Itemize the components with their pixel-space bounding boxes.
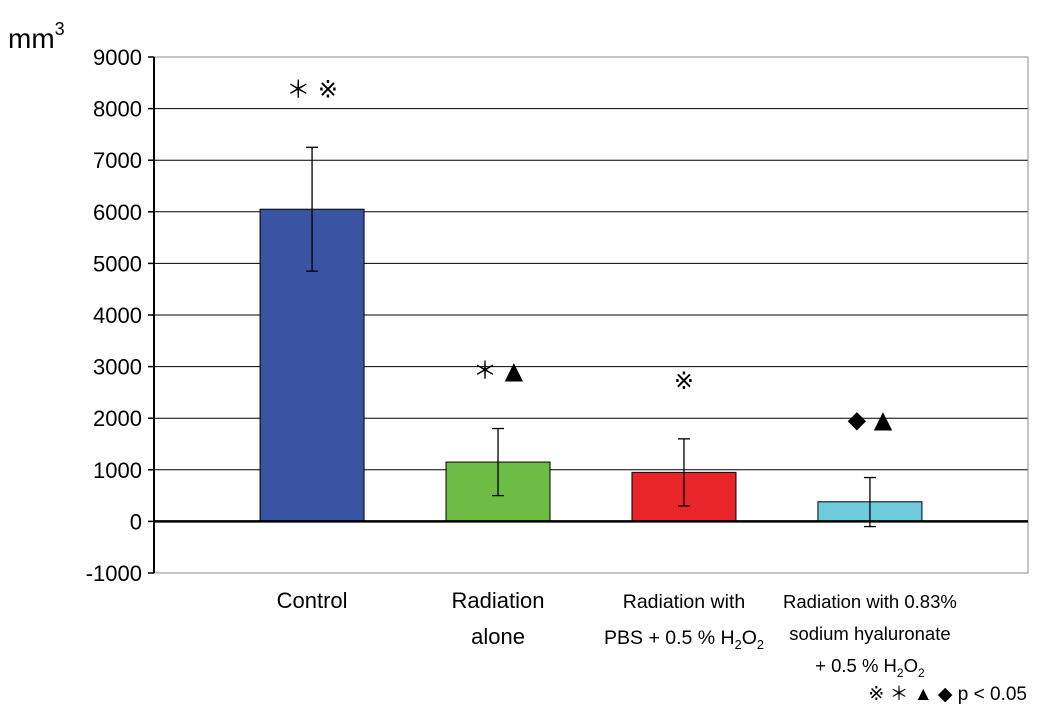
category-label: + 0.5 % H2O2: [815, 655, 925, 680]
y-axis-unit-superscript: 3: [55, 19, 65, 39]
error-bars: [306, 146, 876, 528]
category-labels: Control Radiation alone Radiation with PBS +…: [277, 588, 957, 680]
category-label: sodium hyaluronate: [789, 623, 950, 644]
label-segment: + 0.5 % H: [815, 655, 897, 676]
y-tick-label: 2000: [93, 406, 142, 431]
y-tick-label: 3000: [93, 355, 142, 380]
significance-mark: ＊ ▲: [473, 357, 524, 385]
label-segment: O: [742, 627, 757, 649]
label-segment: PBS + 0.5 % H: [604, 627, 735, 649]
label-segment: O: [904, 655, 918, 676]
y-tick-label: 1000: [93, 458, 142, 483]
legend-significance: ※ ＊ ▲ ◆ p < 0.05: [868, 684, 1027, 705]
subscript: 2: [897, 666, 904, 680]
y-tick-label: 7000: [93, 148, 142, 173]
label-segment: Radiation with: [623, 591, 745, 613]
category-label: Control: [277, 588, 348, 613]
y-tick-label: 6000: [93, 200, 142, 225]
label-segment: Radiation with 0.83%: [783, 591, 957, 612]
y-axis-unit-label: mm3: [8, 19, 65, 54]
y-tick-label: 0: [130, 509, 142, 534]
y-axis-unit: mm: [8, 23, 55, 54]
bars: [259, 208, 923, 522]
category-label: Radiation: [452, 588, 545, 613]
category-label: Radiation with 0.83%: [783, 591, 957, 612]
subscript: 2: [757, 638, 764, 652]
bar: [259, 208, 365, 522]
significance-mark: ＊ ※: [286, 75, 338, 103]
subscript: 2: [918, 666, 925, 680]
category-label: alone: [471, 624, 525, 649]
y-tick-label: 9000: [93, 45, 142, 70]
y-tick-label: 4000: [93, 303, 142, 328]
significance-marks: ＊ ※ ＊ ▲ ※ ◆ ▲: [286, 75, 893, 433]
label-segment: sodium hyaluronate: [789, 623, 950, 644]
y-tick-labels: 9000 8000 7000 6000 5000 4000 3000 2000 1000 0 -10…: [86, 45, 154, 586]
y-tick-label: -1000: [86, 561, 142, 586]
subscript: 2: [735, 638, 742, 652]
significance-mark: ※: [674, 367, 694, 395]
y-tick-label: 5000: [93, 251, 142, 276]
category-label: PBS + 0.5 % H2O2: [604, 627, 764, 652]
y-tick-label: 8000: [93, 97, 142, 122]
significance-mark: ◆ ▲: [848, 406, 893, 434]
category-label: Radiation with: [623, 591, 745, 613]
